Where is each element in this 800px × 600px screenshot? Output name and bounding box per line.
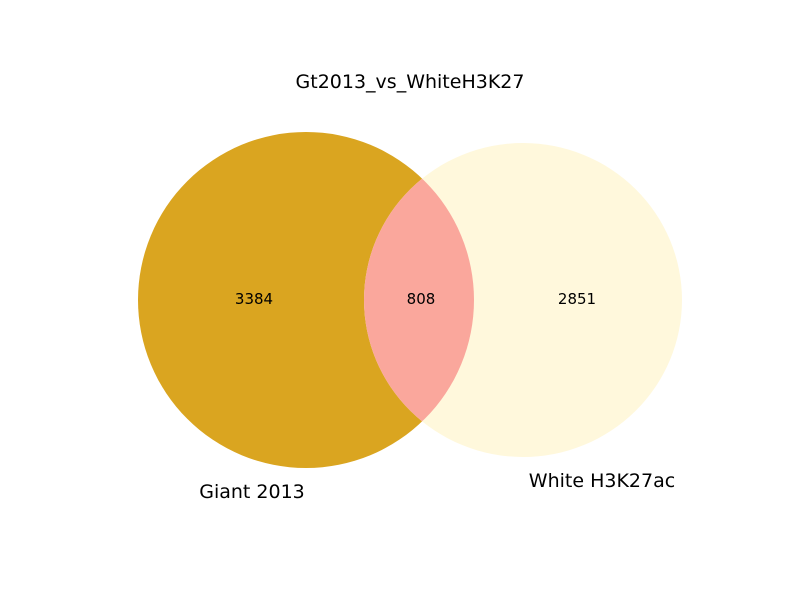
intersection-region bbox=[364, 143, 474, 457]
count-white-h3k27ac-only: 2851 bbox=[558, 290, 596, 308]
set-label-giant-2013: Giant 2013 bbox=[199, 481, 305, 503]
count-giant-2013-only: 3384 bbox=[235, 290, 273, 308]
set-label-white-h3k27ac: White H3K27ac bbox=[529, 470, 675, 492]
diagram-title: Gt2013_vs_WhiteH3K27 bbox=[296, 71, 525, 93]
count-intersection: 808 bbox=[407, 290, 436, 308]
